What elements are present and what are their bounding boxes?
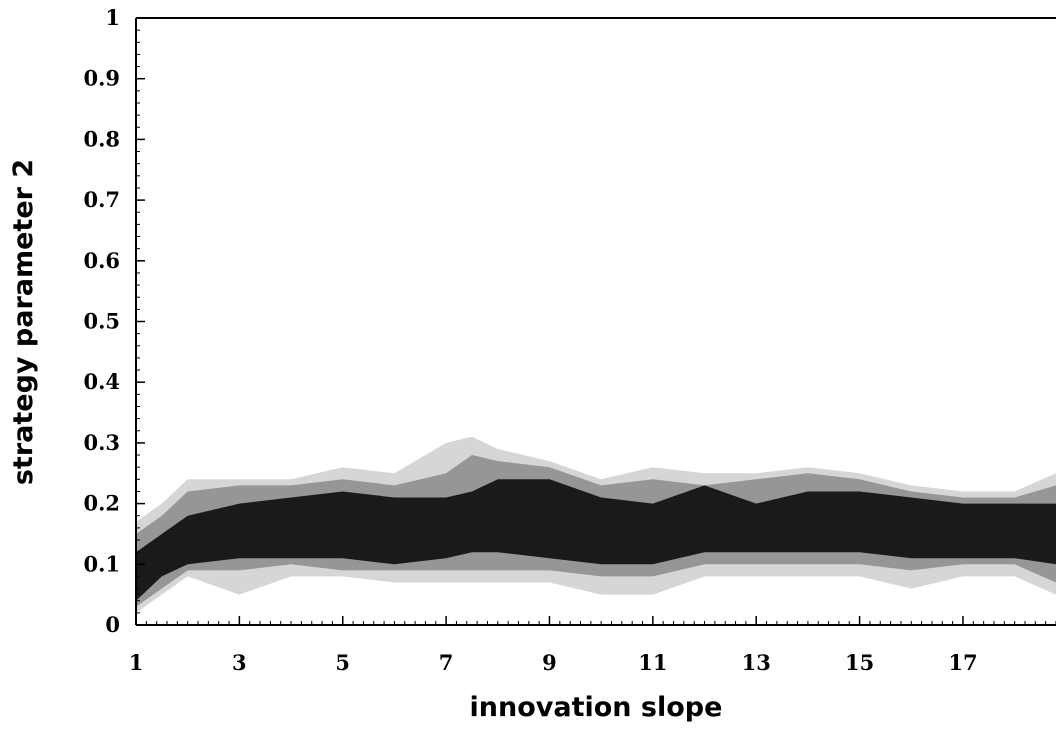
x-tick-label: 7 (439, 650, 454, 675)
y-tick-label: 0.7 (83, 187, 120, 212)
y-tick-label: 0.5 (83, 309, 120, 334)
y-tick-label: 0 (105, 612, 120, 637)
y-tick-label: 0.3 (83, 430, 120, 455)
y-tick-label: 0.4 (83, 369, 120, 394)
x-tick-label: 13 (742, 650, 771, 675)
band-3 (136, 479, 1056, 601)
x-tick-label: 15 (845, 650, 874, 675)
y-axis-title: strategy parameter 2 (8, 159, 39, 485)
data-bands (136, 436, 1056, 613)
y-tick-label: 1 (105, 5, 120, 30)
x-tick-label: 5 (335, 650, 350, 675)
y-tick-label: 0.1 (83, 551, 120, 576)
y-tick-label: 0.6 (83, 248, 120, 273)
x-tick-label: 11 (638, 650, 667, 675)
x-tick-label: 3 (232, 650, 247, 675)
axes: 00.10.20.30.40.50.60.70.80.911 3 5 7 9 11 13 15… (83, 5, 1056, 675)
y-tick-label: 0.8 (83, 126, 120, 151)
x-tick-label: 1 (129, 650, 144, 675)
x-axis-title: innovation slope (470, 692, 723, 723)
x-tick-label: 9 (542, 650, 557, 675)
x-tick-label: 17 (948, 650, 977, 675)
y-tick-label: 0.2 (83, 491, 120, 516)
y-tick-label: 0.9 (83, 66, 120, 91)
